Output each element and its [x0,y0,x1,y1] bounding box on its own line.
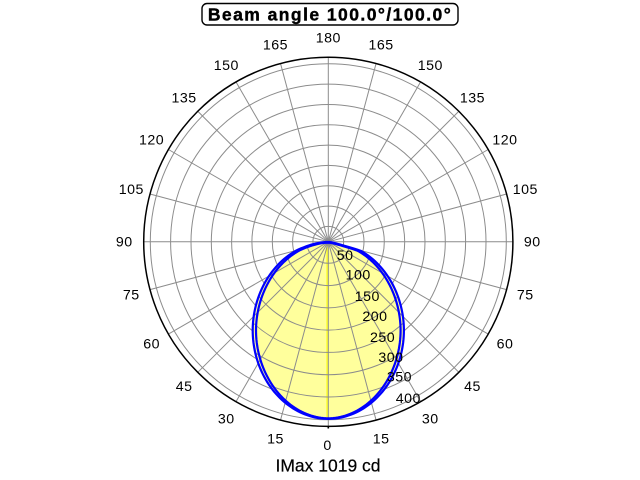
svg-text:0: 0 [323,438,331,454]
svg-text:400: 400 [396,391,421,407]
svg-text:75: 75 [123,288,140,304]
svg-text:120: 120 [492,133,517,149]
svg-text:60: 60 [497,337,514,353]
svg-text:200: 200 [362,309,387,325]
svg-text:50: 50 [337,248,354,264]
svg-text:30: 30 [422,411,439,427]
svg-text:IMax 1019 cd: IMax 1019 cd [275,455,380,475]
svg-text:90: 90 [116,235,133,251]
svg-text:135: 135 [460,91,485,107]
svg-text:150: 150 [418,58,443,74]
svg-text:135: 135 [172,91,197,107]
svg-text:250: 250 [370,330,395,346]
svg-text:90: 90 [524,235,541,251]
svg-text:150: 150 [355,289,380,305]
svg-text:350: 350 [387,370,412,386]
svg-text:15: 15 [373,432,390,448]
svg-text:30: 30 [218,411,235,427]
svg-text:105: 105 [513,182,538,198]
svg-text:15: 15 [267,432,284,448]
svg-text:165: 165 [369,38,394,54]
svg-text:300: 300 [378,350,403,366]
svg-text:75: 75 [517,288,534,304]
svg-text:165: 165 [263,38,288,54]
svg-text:120: 120 [139,133,164,149]
svg-text:150: 150 [214,58,239,74]
svg-text:180: 180 [316,31,341,47]
svg-text:100: 100 [346,267,371,283]
svg-text:Beam angle 100.0°/100.0°: Beam angle 100.0°/100.0° [208,5,452,25]
svg-text:45: 45 [176,379,193,395]
svg-text:45: 45 [464,379,481,395]
svg-text:60: 60 [143,337,160,353]
svg-text:105: 105 [119,182,144,198]
